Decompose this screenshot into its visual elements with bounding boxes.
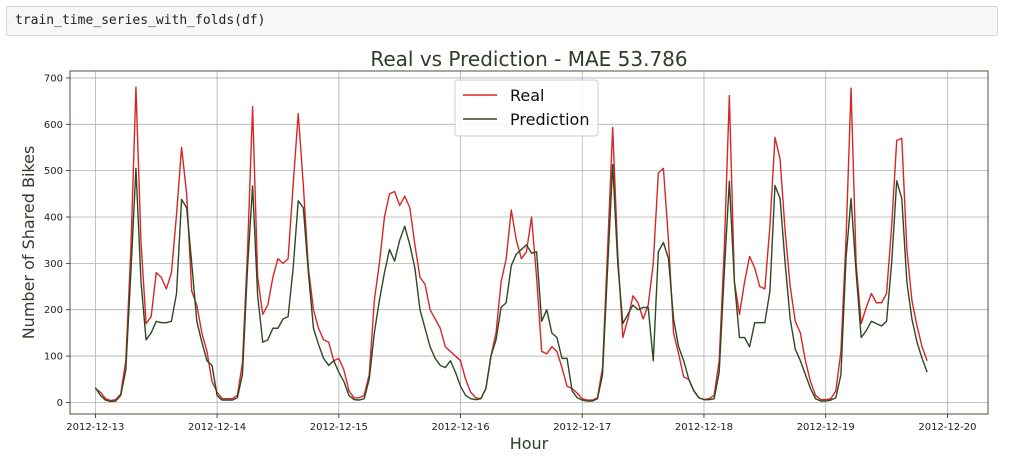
code-cell[interactable]: train_time_series_with_folds(df) bbox=[6, 6, 998, 36]
x-tick-label: 2012-12-16 bbox=[431, 422, 489, 433]
legend-box bbox=[454, 79, 599, 137]
y-tick-label: 500 bbox=[44, 166, 63, 177]
x-ticks: 2012-12-13 2012-12-14 2012-12-15 2012-12-16… bbox=[66, 414, 976, 433]
y-tick-label: 0 bbox=[57, 398, 63, 409]
x-tick-label: 2012-12-18 bbox=[675, 422, 733, 433]
y-axis-label: Number of Shared Bikes bbox=[19, 146, 38, 340]
y-tick-label: 700 bbox=[44, 73, 63, 84]
x-tick-label: 2012-12-19 bbox=[797, 422, 855, 433]
x-tick-label: 2012-12-20 bbox=[918, 422, 976, 433]
y-tick-label: 200 bbox=[44, 305, 63, 316]
x-tick-label: 2012-12-14 bbox=[188, 422, 246, 433]
chart-title: Real vs Prediction - MAE 53.786 bbox=[370, 47, 687, 71]
x-tick-label: 2012-12-13 bbox=[66, 422, 124, 433]
x-tick-label: 2012-12-17 bbox=[553, 422, 611, 433]
legend: Real Prediction bbox=[454, 79, 599, 137]
x-axis-label: Hour bbox=[510, 434, 549, 453]
real-series-line bbox=[94, 86, 928, 402]
plot-frame bbox=[69, 70, 989, 415]
x-tick-label: 2012-12-15 bbox=[310, 422, 368, 433]
prediction-series-line bbox=[94, 163, 928, 403]
legend-label-real: Real bbox=[510, 86, 545, 105]
y-tick-label: 600 bbox=[44, 120, 63, 131]
code-cell-text: train_time_series_with_folds(df) bbox=[15, 13, 266, 28]
y-ticks: 0 100 200 300 400 500 600 700 bbox=[44, 73, 70, 409]
legend-label-prediction: Prediction bbox=[510, 110, 589, 129]
y-tick-label: 300 bbox=[44, 259, 63, 270]
series-layer bbox=[94, 86, 928, 403]
y-tick-label: 100 bbox=[44, 352, 63, 363]
y-tick-label: 400 bbox=[44, 213, 63, 224]
chart: 2012-12-13 2012-12-14 2012-12-15 2012-12-16… bbox=[19, 47, 989, 453]
